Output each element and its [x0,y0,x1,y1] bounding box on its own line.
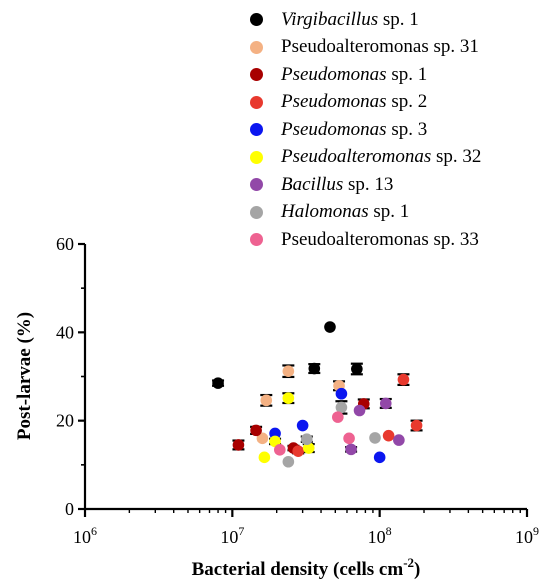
legend-series-suffix: sp. 3 [386,118,428,140]
x-axis-title-text: Bacterial density (cells cm [192,559,404,580]
data-point-series-4 [269,427,281,440]
legend-label: Virgibacillus sp. 1 [281,9,419,31]
x-tick-base: 10 [73,527,91,547]
data-point-series-0 [212,377,224,389]
x-tick-exponent: 6 [91,524,97,538]
legend-item: Halomonas sp. 1 [250,199,481,227]
y-tick-label: 0 [65,499,74,519]
legend-item: Virgibacillus sp. 1 [250,6,481,34]
legend-marker [250,150,263,164]
x-tick-exponent: 7 [238,524,244,538]
data-point-series-1 [256,432,269,445]
x-tick-exponent: 8 [386,524,392,538]
legend-series-name: Pseudoalteromonas sp. 33 [281,228,479,250]
data-point-series-2 [250,424,262,437]
data-point-series-3 [397,373,410,386]
legend-label: Pseudomonas sp. 1 [281,64,427,86]
data-point-series-3 [382,429,395,442]
data-point-series-6 [393,434,405,446]
x-axis-title-superscript: -2 [403,555,414,570]
data-point-series-6 [379,397,392,410]
data-point-series-4 [335,387,348,400]
data-point-series-3 [292,445,305,457]
legend-series-suffix: sp. 1 [378,8,419,30]
data-point-series-7 [369,432,381,444]
legend-label: Pseudoalteromonas sp. 33 [281,229,479,251]
data-points [212,321,423,468]
legend-label: Bacillus sp. 13 [281,174,393,196]
legend-label: Pseudoalteromonas sp. 31 [281,36,479,58]
legend-series-suffix: sp. 13 [343,173,394,195]
y-axis-title: Post-larvae (%) [14,312,35,440]
data-point-series-5 [282,392,295,404]
legend-marker [250,233,263,247]
legend-marker [250,205,263,219]
y-tick-label: 20 [56,411,74,431]
legend-marker [250,95,263,109]
legend-marker [250,13,263,27]
legend-item: Pseudoalteromonas sp. 31 [250,34,481,62]
data-point-series-0 [308,362,321,375]
data-point-series-3 [410,419,423,432]
legend-marker [250,123,263,137]
legend-item: Pseudomonas sp. 2 [250,89,481,117]
x-tick-base: 10 [368,527,386,547]
data-point-series-6 [345,443,357,456]
legend-item: Pseudomonas sp. 3 [250,116,481,144]
legend-item: Bacillus sp. 13 [250,171,481,199]
legend-label: Pseudoalteromonas sp. 32 [281,146,481,168]
legend-item: Pseudoalteromonas sp. 33 [250,226,481,254]
data-point-series-0 [351,363,363,375]
x-tick-label: 108 [368,524,392,547]
legend-marker [250,40,263,54]
data-point-series-4 [373,451,386,464]
data-point-series-8 [274,444,286,456]
legend-marker [250,178,263,192]
data-point-series-8 [332,411,344,423]
legend-series-name: Pseudomonas [281,63,387,85]
legend-marker [250,68,263,82]
x-axis-title-close: ) [414,559,420,580]
legend-series-name: Pseudoalteromonas sp. 31 [281,36,479,58]
legend-series-name: Pseudoalteromonas [281,146,432,168]
x-axis-title: Bacterial density (cells cm-2) [192,555,421,580]
data-point-series-7 [282,455,295,468]
data-point-series-6 [353,404,366,417]
legend-series-suffix: sp. 1 [368,201,410,223]
legend-label: Halomonas sp. 1 [281,201,409,223]
x-tick-exponent: 9 [533,524,539,538]
data-point-series-5 [302,442,315,454]
legend-series-suffix: sp. 2 [386,91,428,113]
data-point-series-1 [282,365,295,378]
y-tick-label: 60 [56,234,74,254]
legend: Virgibacillus sp. 1 Pseudoalteromonas sp.… [250,6,481,254]
data-point-series-8 [343,432,355,445]
legend-series-name: Halomonas [281,201,369,223]
data-point-series-7 [300,433,313,446]
legend-series-name: Bacillus [281,173,344,195]
data-point-series-5 [258,451,271,464]
x-tick-label: 106 [73,524,97,547]
legend-series-suffix: sp. 32 [431,146,482,168]
legend-item: Pseudoalteromonas sp. 32 [250,144,481,172]
legend-series-name: Pseudomonas [281,91,387,113]
x-tick-base: 10 [515,527,533,547]
data-point-series-7 [335,401,348,414]
legend-series-suffix: sp. 1 [386,63,428,85]
data-point-series-1 [260,394,273,407]
legend-label: Pseudomonas sp. 2 [281,91,427,113]
data-point-series-0 [324,321,336,333]
x-tick-label: 109 [515,524,539,547]
legend-series-name: Pseudomonas [281,118,387,140]
data-point-series-2 [232,439,245,451]
legend-item: Pseudomonas sp. 1 [250,61,481,89]
y-tick-label: 40 [56,322,74,342]
x-tick-label: 107 [220,524,244,547]
data-point-series-4 [296,419,309,432]
legend-series-name: Virgibacillus [281,8,379,30]
x-tick-base: 10 [220,527,238,547]
legend-label: Pseudomonas sp. 3 [281,119,427,141]
